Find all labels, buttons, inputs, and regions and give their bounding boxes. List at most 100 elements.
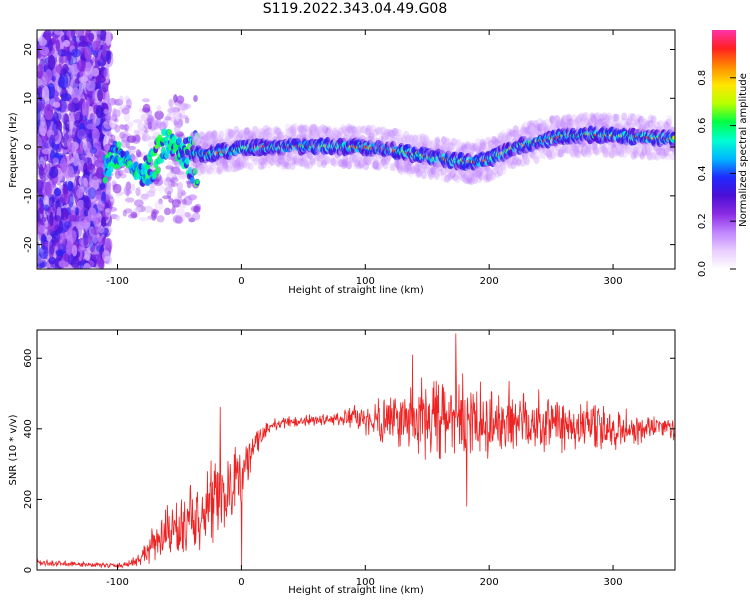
spectrogram-cell <box>102 176 108 184</box>
spectrogram-cell <box>164 151 170 159</box>
spectrogram-cell <box>44 103 54 120</box>
spectrogram-cell <box>42 85 50 102</box>
spectrogram-cell <box>162 118 169 129</box>
spectrogram-cell <box>114 124 121 133</box>
spectrogram-cell <box>173 94 178 103</box>
spectrogram-cell <box>167 160 173 167</box>
spectrogram-cell <box>52 111 59 125</box>
spectrogram-cell <box>198 163 205 172</box>
spectrogram-cell <box>152 120 161 130</box>
spectrogram-cell <box>133 129 140 135</box>
spectrogram-cell <box>38 36 47 47</box>
spectrogram-cell <box>39 206 44 215</box>
spectrogram-cell <box>60 67 67 76</box>
spectrogram-cell <box>43 236 48 243</box>
spectrogram-cell <box>74 111 83 124</box>
spectrogram-cell <box>67 180 74 192</box>
spectrogram-cell <box>58 260 66 268</box>
spectrogram-cell <box>170 106 177 112</box>
spectrogram-cell <box>180 191 187 197</box>
spectrogram-cell <box>37 97 41 111</box>
spectrogram-cell <box>106 196 115 206</box>
spectrogram-cell <box>69 209 76 221</box>
spectrogram-cell <box>63 253 71 262</box>
spectrogram-cell <box>67 163 75 178</box>
spectrogram-cell <box>87 207 97 222</box>
spectrogram-cell <box>147 115 154 124</box>
spectrogram-cell <box>175 208 186 217</box>
spectrogram-cell <box>172 167 182 176</box>
spectrogram-cell <box>53 30 63 36</box>
spectrogram-cell <box>92 236 98 247</box>
chart-title: S119.2022.343.04.49.G08 <box>262 1 448 17</box>
spectrogram-cell <box>105 114 110 122</box>
spectrogram-cell <box>156 105 162 113</box>
spectrogram-cell <box>44 220 49 228</box>
spectrogram-cell <box>190 134 197 143</box>
spectrogram-cell <box>137 128 147 135</box>
spectrogram-cell <box>91 40 101 52</box>
spectrogram-cell <box>193 162 200 171</box>
spectrogram-cell <box>124 197 135 203</box>
spectrogram-cell <box>128 145 136 150</box>
spectrogram-cell <box>124 95 130 104</box>
spectrogram-cell <box>37 108 41 125</box>
spectrogram-cell <box>172 214 183 224</box>
spectrogram-cell <box>112 183 122 194</box>
spectrogram-cell <box>48 256 56 265</box>
spectrogram-cell <box>158 199 163 204</box>
spectrogram-cell <box>210 131 217 140</box>
spectrogram-cell <box>203 167 210 176</box>
spectrogram-cell <box>108 206 118 212</box>
spectrogram-cell <box>176 214 186 223</box>
spectrogram-cell <box>123 112 131 122</box>
spectrogram-cell <box>37 136 43 153</box>
spectrogram-cell <box>66 53 71 61</box>
spectrogram-cell <box>67 142 76 154</box>
spectrogram-cell <box>167 107 176 114</box>
spectrogram-cell <box>40 116 46 127</box>
spectrogram-cell <box>66 165 75 181</box>
spectrogram-cell <box>194 133 200 141</box>
spectrogram-cell <box>188 217 196 223</box>
spectrogram-cell <box>99 183 106 191</box>
spectrogram-cell <box>112 140 118 148</box>
spectrogram-cell <box>83 177 88 188</box>
spectrogram-cell <box>84 47 92 61</box>
spectrogram-cell <box>91 176 99 191</box>
spectrogram-cell <box>49 239 55 255</box>
spectrogram-cell <box>155 167 161 175</box>
spectrogram-cell <box>62 185 69 195</box>
spectrogram-cell <box>195 162 202 171</box>
spectrogram-cell <box>37 46 41 59</box>
spectrogram-cell <box>69 230 77 243</box>
spectrogram-cell <box>98 54 106 68</box>
spectrogram-cell <box>58 87 63 95</box>
spectrogram-cell <box>192 136 199 145</box>
spectrogram-cell <box>46 234 53 242</box>
spectrogram-cell <box>39 120 48 137</box>
spectrogram-cell <box>193 158 200 167</box>
spectrogram-cell <box>85 249 90 258</box>
spectrogram-cell <box>63 220 72 229</box>
spectrogram-cell <box>164 186 174 195</box>
spectrogram-cell <box>72 152 80 167</box>
spectrogram-cell <box>176 137 182 145</box>
spectrogram-cell <box>45 181 52 197</box>
spectrogram-cell <box>61 93 72 102</box>
spectrogram-cell <box>103 108 109 115</box>
spectrogram-cell <box>168 98 174 108</box>
spectrogram-cell <box>126 98 132 109</box>
spectrogram-cell <box>156 185 166 192</box>
spectrogram-cell <box>204 130 211 139</box>
spectrogram-cell <box>51 75 56 83</box>
spectrogram-cell <box>47 54 56 71</box>
spectrogram-cell <box>206 131 213 140</box>
spectrogram-cell <box>81 100 87 116</box>
spectrogram-cell <box>45 68 53 82</box>
spectrogram-cell <box>198 165 205 174</box>
spectrogram-cell <box>132 119 143 124</box>
spectrogram-cell <box>165 176 171 182</box>
spectrogram-cell <box>174 215 184 224</box>
spectrogram-cell <box>206 130 213 139</box>
